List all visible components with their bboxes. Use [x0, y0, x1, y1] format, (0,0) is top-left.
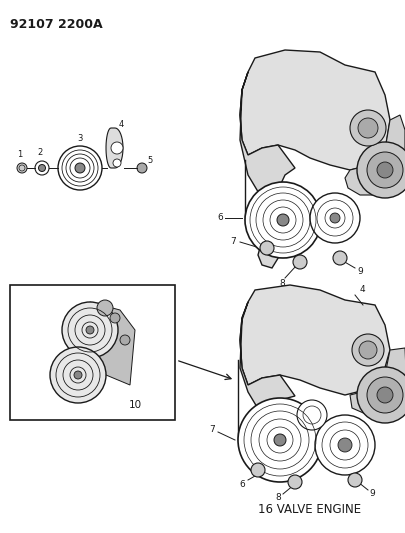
Circle shape [250, 463, 264, 477]
Text: 92107 2200A: 92107 2200A [10, 18, 102, 31]
Circle shape [113, 159, 121, 167]
Circle shape [347, 473, 361, 487]
Circle shape [332, 251, 346, 265]
Polygon shape [80, 302, 135, 385]
Circle shape [356, 367, 405, 423]
Circle shape [244, 182, 320, 258]
Circle shape [74, 371, 82, 379]
Text: 9: 9 [368, 489, 374, 498]
Circle shape [273, 434, 285, 446]
Text: 9: 9 [356, 266, 362, 276]
Circle shape [292, 255, 306, 269]
Circle shape [58, 146, 102, 190]
Circle shape [97, 300, 113, 316]
Circle shape [111, 142, 123, 154]
Circle shape [287, 475, 301, 489]
Circle shape [356, 142, 405, 198]
Text: 1: 1 [17, 149, 23, 158]
Text: 6: 6 [239, 481, 244, 489]
Circle shape [366, 377, 402, 413]
Bar [10, 285, 175, 420]
Circle shape [351, 334, 383, 366]
Polygon shape [344, 115, 404, 195]
Circle shape [296, 400, 326, 430]
Circle shape [358, 341, 376, 359]
Circle shape [337, 438, 351, 452]
Text: 3: 3 [77, 133, 83, 142]
Polygon shape [239, 285, 389, 395]
Text: 8: 8 [275, 494, 280, 503]
Circle shape [366, 152, 402, 188]
Text: 4: 4 [118, 119, 123, 128]
Circle shape [259, 241, 273, 255]
Text: 10: 10 [128, 400, 141, 410]
Text: 5: 5 [147, 156, 152, 165]
Circle shape [376, 387, 392, 403]
Text: 16 VALVE ENGINE: 16 VALVE ENGINE [258, 504, 361, 516]
Circle shape [357, 118, 377, 138]
Circle shape [237, 398, 321, 482]
Circle shape [309, 193, 359, 243]
Circle shape [110, 313, 120, 323]
Circle shape [276, 214, 288, 226]
Circle shape [376, 162, 392, 178]
Polygon shape [239, 72, 294, 268]
Circle shape [329, 213, 339, 223]
Circle shape [86, 326, 94, 334]
Circle shape [75, 163, 85, 173]
Polygon shape [106, 128, 123, 168]
Circle shape [17, 163, 27, 173]
Polygon shape [239, 302, 294, 450]
Circle shape [35, 161, 49, 175]
Text: 8: 8 [279, 279, 284, 287]
Text: 4: 4 [358, 286, 364, 295]
Circle shape [136, 163, 147, 173]
Polygon shape [349, 348, 405, 415]
Circle shape [349, 110, 385, 146]
Circle shape [38, 165, 45, 172]
Circle shape [62, 302, 118, 358]
Polygon shape [239, 50, 389, 170]
Text: 6: 6 [217, 214, 222, 222]
Circle shape [50, 347, 106, 403]
Circle shape [120, 335, 130, 345]
Text: 2: 2 [37, 148, 43, 157]
Text: 7: 7 [209, 425, 214, 434]
Circle shape [314, 415, 374, 475]
Text: 7: 7 [230, 238, 235, 246]
